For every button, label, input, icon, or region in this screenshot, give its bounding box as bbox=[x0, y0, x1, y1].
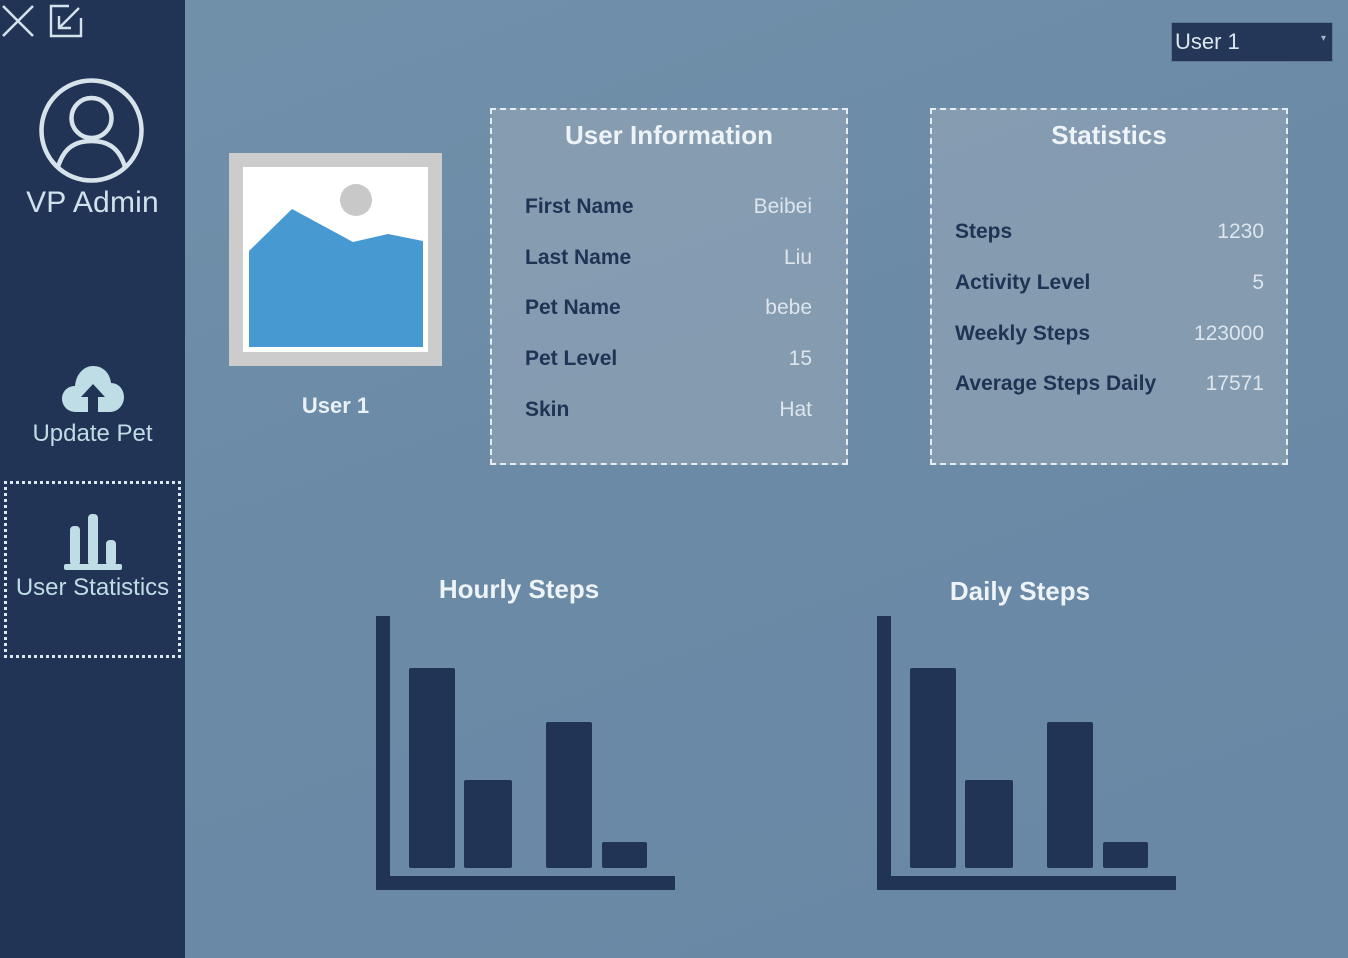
row-label: Last Name bbox=[525, 246, 632, 269]
row-value: 15 bbox=[788, 347, 812, 370]
stat-row-average-steps-daily: Average Steps Daily 17571 bbox=[955, 369, 1264, 399]
row-value: Hat bbox=[779, 398, 812, 421]
user-select-value: User 1 bbox=[1175, 29, 1240, 54]
info-row-first-name: First Name Beibei bbox=[525, 192, 812, 222]
info-row-last-name: Last Name Liu bbox=[525, 243, 812, 273]
chart-bar bbox=[1103, 842, 1148, 868]
chart-bar bbox=[546, 722, 592, 868]
panel-title: User Information bbox=[564, 120, 774, 150]
row-value: Beibei bbox=[753, 195, 812, 218]
profile-caption: User 1 bbox=[301, 393, 370, 418]
sidebar-item-label: User Statistics bbox=[15, 574, 170, 601]
row-value: Liu bbox=[783, 246, 812, 269]
chart-x-axis bbox=[877, 876, 1176, 890]
bar-chart-icon bbox=[63, 514, 122, 570]
chart-bar bbox=[602, 842, 647, 868]
hourly-steps-title: Hourly Steps bbox=[438, 574, 600, 604]
chart-bar bbox=[910, 668, 956, 868]
shrink-arrow-icon[interactable] bbox=[47, 2, 83, 40]
admin-name: VP Admin bbox=[26, 186, 159, 219]
chevron-down-icon: ▾ bbox=[1320, 33, 1326, 44]
info-row-skin: Skin Hat bbox=[525, 395, 812, 425]
image-placeholder-icon bbox=[243, 167, 428, 352]
user-information-panel: User Information First Name Beibei Last … bbox=[490, 108, 848, 465]
row-value: 1230 bbox=[1217, 220, 1264, 243]
close-icon[interactable] bbox=[0, 2, 36, 40]
chart-bar bbox=[1047, 722, 1093, 868]
row-label: Average Steps Daily bbox=[955, 372, 1157, 395]
profile-image-frame bbox=[229, 153, 442, 366]
user-select[interactable]: User 1 ▾ bbox=[1171, 22, 1333, 62]
sidebar-item-update-pet[interactable]: Update Pet bbox=[4, 362, 181, 462]
row-value: 17571 bbox=[1205, 372, 1264, 395]
row-value: 5 bbox=[1252, 271, 1264, 294]
hourly-steps-chart bbox=[376, 616, 675, 890]
sidebar-item-label: Update Pet bbox=[32, 420, 153, 447]
row-value: 123000 bbox=[1193, 322, 1264, 345]
daily-steps-title: Daily Steps bbox=[949, 576, 1091, 606]
row-label: Activity Level bbox=[955, 271, 1091, 294]
user-circle-icon bbox=[38, 77, 145, 184]
row-label: Weekly Steps bbox=[955, 322, 1091, 345]
daily-steps-chart bbox=[877, 616, 1176, 890]
sidebar-item-user-statistics[interactable]: User Statistics bbox=[4, 481, 181, 658]
chart-y-axis bbox=[877, 616, 891, 890]
sidebar: VP Admin Update Pet User Statistics bbox=[0, 0, 185, 958]
stat-row-activity-level: Activity Level 5 bbox=[955, 268, 1264, 298]
info-row-pet-level: Pet Level 15 bbox=[525, 344, 812, 374]
chart-bar bbox=[965, 780, 1013, 868]
row-label: Skin bbox=[525, 398, 570, 421]
cloud-upload-icon bbox=[61, 366, 124, 412]
stat-row-weekly-steps: Weekly Steps 123000 bbox=[955, 319, 1264, 349]
row-label: Pet Name bbox=[525, 296, 621, 319]
chart-bar bbox=[464, 780, 512, 868]
chart-y-axis bbox=[376, 616, 390, 890]
row-label: Pet Level bbox=[525, 347, 618, 370]
row-value: bebe bbox=[765, 296, 812, 319]
chart-x-axis bbox=[376, 876, 675, 890]
row-label: First Name bbox=[525, 195, 634, 218]
chart-bar bbox=[409, 668, 455, 868]
panel-title: Statistics bbox=[1051, 120, 1167, 150]
statistics-panel: Statistics Steps 1230 Activity Level 5 W… bbox=[930, 108, 1288, 465]
row-label: Steps bbox=[955, 220, 1013, 243]
stat-row-steps: Steps 1230 bbox=[955, 217, 1264, 247]
info-row-pet-name: Pet Name bebe bbox=[525, 293, 812, 323]
